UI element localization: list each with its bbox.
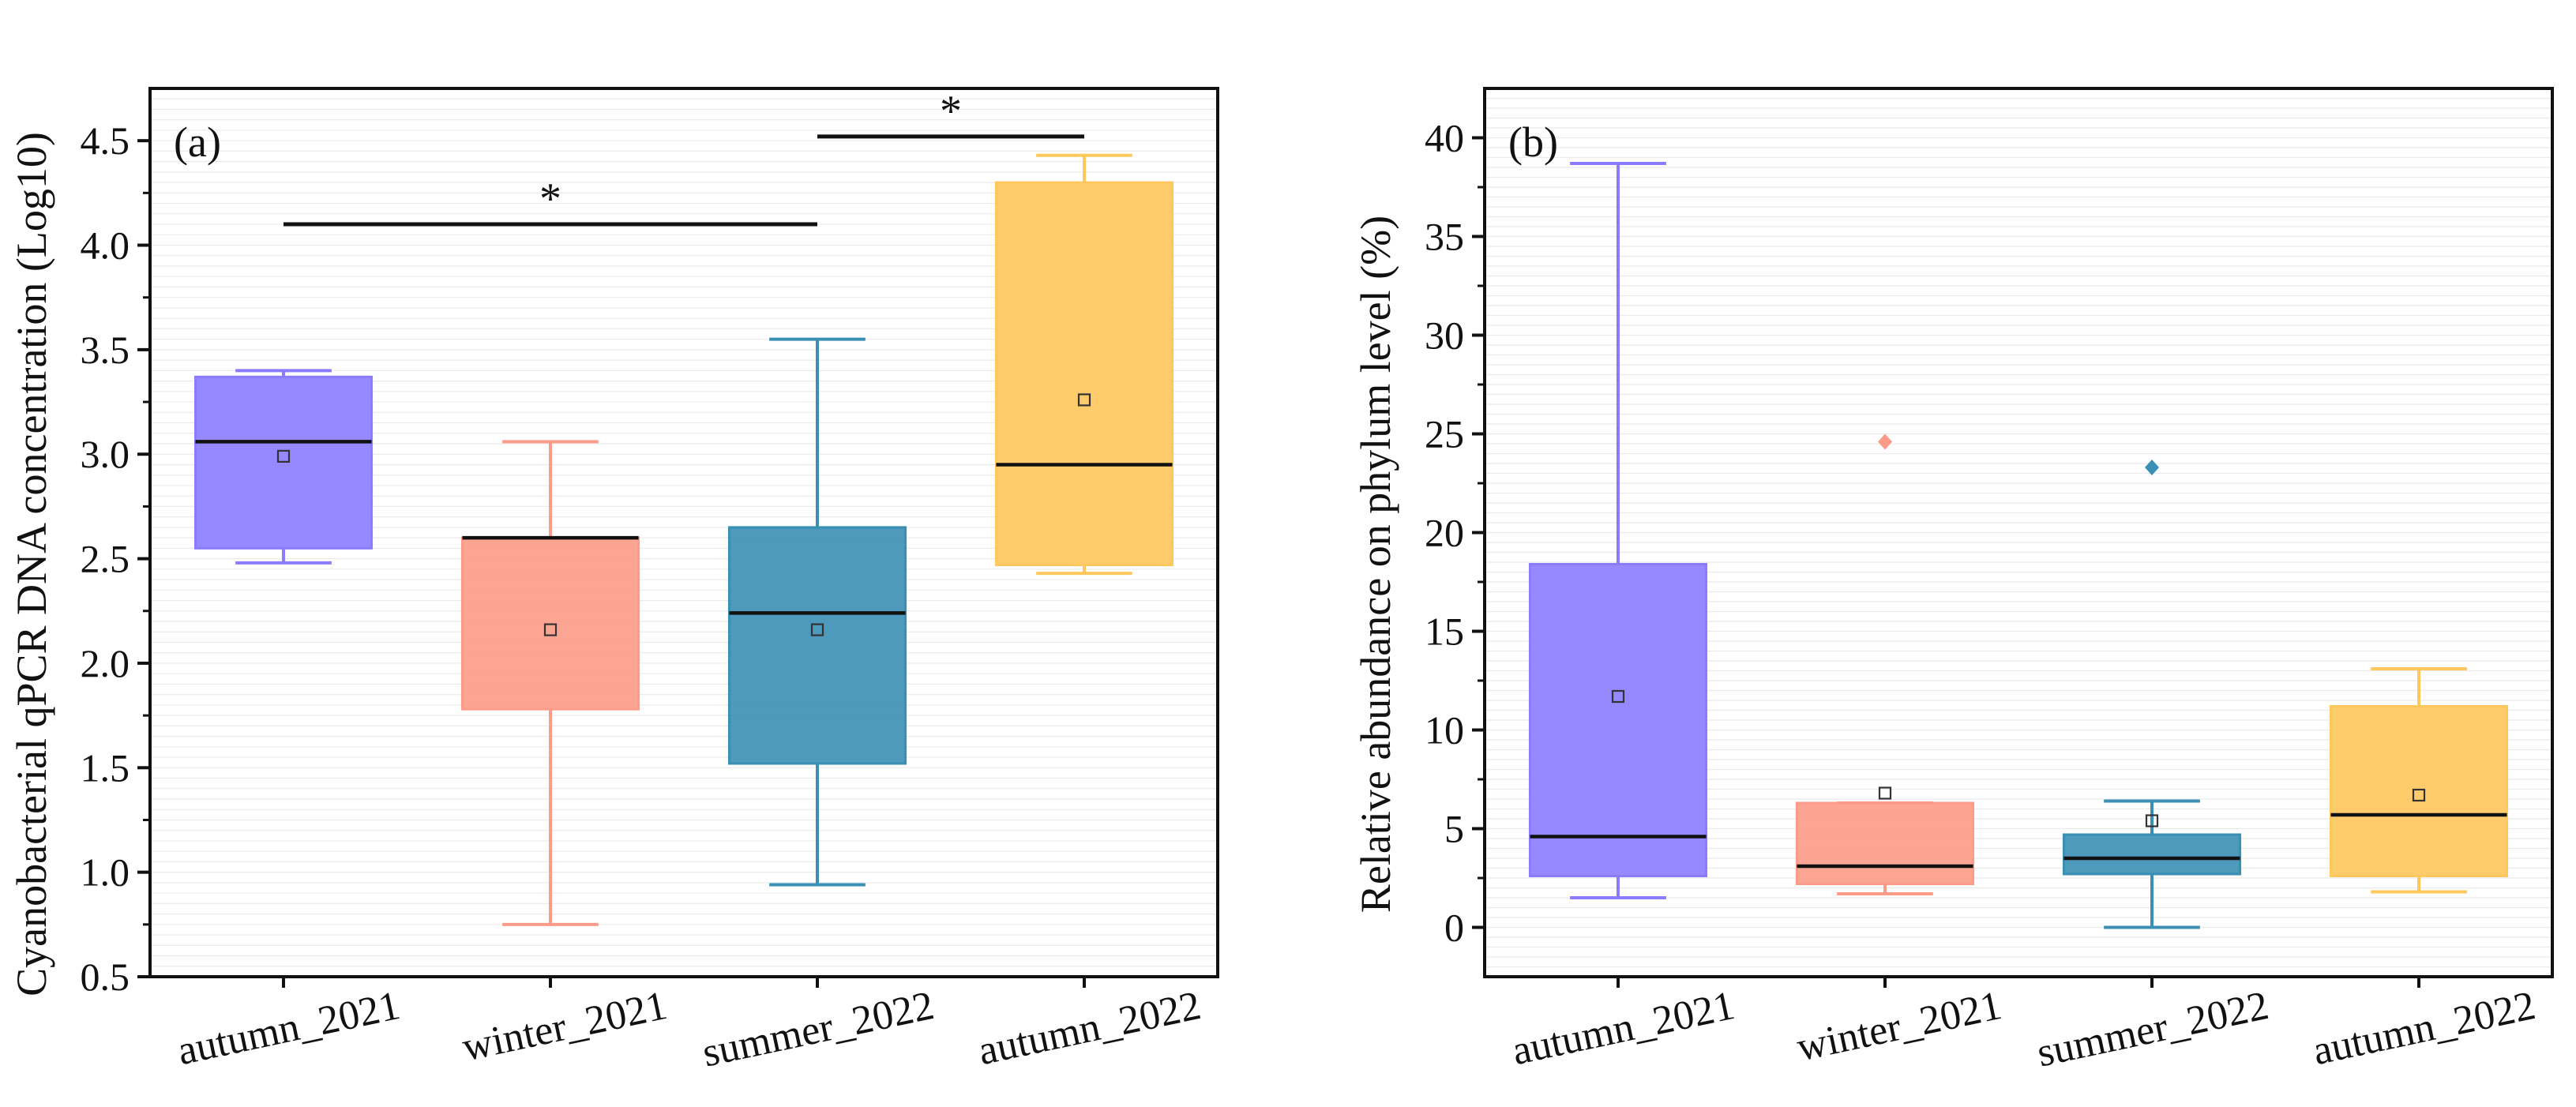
mean-marker: [1611, 689, 1625, 704]
mean-marker: [810, 623, 824, 636]
box-autumn_2021: [1528, 162, 1708, 899]
box-winter_2021: [460, 440, 640, 926]
mean-marker: [276, 449, 291, 463]
mean-marker: [1878, 786, 1892, 800]
box-winter_2021: [1795, 433, 1975, 895]
x-tick-label: autumn_2021: [1508, 983, 1739, 1074]
plot-frame: [148, 87, 1219, 978]
outlier-point: [1878, 433, 1892, 450]
mean-marker: [2412, 788, 2426, 802]
mean-marker: [1077, 393, 1091, 407]
box-autumn_2022: [2329, 667, 2509, 894]
y-tick-label: 1.5: [81, 745, 130, 790]
box-summer_2022: [2062, 460, 2242, 929]
y-tick-label: 15: [1425, 610, 1464, 654]
box-body: [2062, 833, 2242, 876]
panel-b: 0 5 10 15 20 25 30 35 40 autumn_2021 winter_2021 su…: [1352, 87, 2554, 1076]
box-autumn_2021: [193, 369, 374, 565]
box-autumn_2022: [994, 153, 1174, 576]
panel-label: (b): [1508, 118, 1558, 166]
x-tick-label: summer_2022: [2033, 983, 2273, 1076]
box-body: [727, 526, 907, 765]
y-tick-label: 2.5: [81, 537, 130, 581]
y-tick-label: 20: [1425, 511, 1464, 555]
y-tick-label: 3.5: [81, 328, 130, 372]
y-tick-label: 3.0: [81, 432, 130, 476]
y-tick-label: 35: [1425, 215, 1464, 259]
y-tick-label: 10: [1425, 708, 1464, 752]
outlier-point: [2145, 460, 2159, 475]
x-tick-label: winter_2021: [1793, 983, 2006, 1070]
y-tick-label: 4.0: [81, 223, 130, 268]
y-tick-label: 25: [1425, 412, 1464, 456]
y-tick-label: 4.5: [81, 118, 130, 163]
x-tick-label: autumn_2022: [974, 983, 1205, 1074]
mean-marker: [2145, 814, 2159, 827]
mean-marker: [543, 623, 558, 636]
x-tick-label: autumn_2021: [174, 983, 404, 1074]
box-body: [1795, 801, 1975, 885]
y-tick-label: 5: [1444, 807, 1464, 851]
y-tick-label: 1.0: [81, 850, 130, 895]
panel-a: * * 0.5 1.0 1.5 2.0 2.5 3.0 3.5 4.0 4.5 autumn_2021…: [8, 87, 1219, 1076]
y-axis-title: Relative abundance on phylum level (%): [1352, 216, 1399, 913]
box-summer_2022: [727, 337, 907, 887]
y-axis-title: Cyanobacterial qPCR DNA concentration (L…: [8, 132, 55, 996]
significance-label: *: [539, 174, 561, 223]
x-tick-label: autumn_2022: [2309, 983, 2540, 1074]
y-tick-label: 0: [1444, 906, 1464, 950]
y-tick-label: 2.0: [81, 641, 130, 685]
box-body: [1528, 563, 1708, 877]
significance-label: *: [940, 87, 962, 136]
y-tick-label: 30: [1425, 313, 1464, 358]
x-tick-label: winter_2021: [459, 983, 671, 1070]
y-tick-label: 40: [1425, 116, 1464, 160]
x-tick-label: summer_2022: [699, 983, 938, 1076]
box-body: [994, 181, 1174, 567]
box-body: [2329, 705, 2509, 877]
panel-label: (a): [174, 118, 221, 166]
y-tick-label: 0.5: [81, 955, 130, 999]
